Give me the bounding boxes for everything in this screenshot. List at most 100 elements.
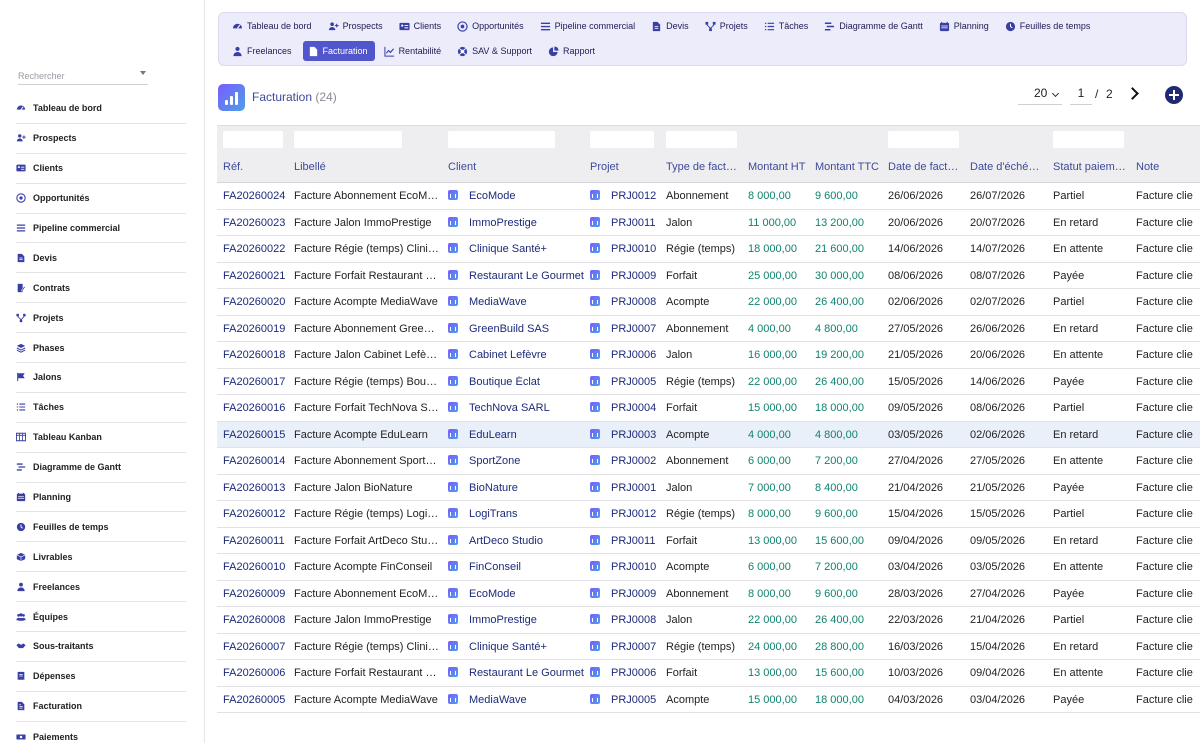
sidebar-item-planning[interactable]: Planning [16,483,186,513]
nav-tab-feuilles-de-temps[interactable]: Feuilles de temps [1000,16,1098,36]
sidebar-item-pipeline-commercial[interactable]: Pipeline commercial [16,214,186,244]
sidebar-item-facturation[interactable]: Facturation [16,692,186,722]
cell-ref[interactable]: FA20260017 [223,376,291,388]
filter-type[interactable] [666,131,737,148]
cell-ref[interactable]: FA20260013 [223,482,291,494]
table-row[interactable]: FA20260021 Facture Forfait Restaurant L… R… [217,263,1200,289]
filter-client[interactable] [448,131,555,148]
sidebar-item-feuilles-de-temps[interactable]: Feuilles de temps [16,512,186,543]
nav-tab-freelances[interactable]: Freelances [227,41,299,61]
sidebar-item-opportunites[interactable]: Opportunités [16,184,186,214]
nav-tab-prospects[interactable]: Prospects [323,16,390,36]
chevron-down-icon[interactable] [1051,89,1060,98]
nav-tab-rentabilite[interactable]: Rentabilité [379,41,449,61]
table-row[interactable]: FA20260005 Facture Acompte MediaWave Media… [217,687,1200,713]
sidebar-item-tableau-kanban[interactable]: Tableau Kanban [16,423,186,453]
sidebar-item-paiements[interactable]: Paiements [16,722,186,743]
cell-ref[interactable]: FA20260006 [223,667,291,679]
cell-ref[interactable]: FA20260009 [223,588,291,600]
cell-projet[interactable]: PRJ0008 [590,614,662,626]
page-number-input[interactable]: 1 [1070,86,1092,105]
nav-tab-facturation[interactable]: Facturation [302,41,375,61]
sidebar-item-taches[interactable]: Tâches [16,393,186,423]
table-row[interactable]: FA20260011 Facture Forfait ArtDeco Studio… [217,528,1200,554]
cell-projet[interactable]: PRJ0010 [590,561,662,573]
table-row[interactable]: FA20260018 Facture Jalon Cabinet Lefèvre C… [217,342,1200,369]
table-row[interactable]: FA20260020 Facture Acompte MediaWave Media… [217,289,1200,316]
cell-client[interactable]: FinConseil [448,561,588,573]
sidebar-item-prospects[interactable]: Prospects [16,124,186,154]
col-date-facture[interactable]: Date de fact… [888,161,959,173]
cell-client[interactable]: Boutique Éclat [448,375,588,388]
cell-projet[interactable]: PRJ0001 [590,481,662,494]
cell-client[interactable]: Restaurant Le Gourmet [448,269,588,282]
cell-client[interactable]: Clinique Santé+ [448,243,588,255]
table-row[interactable]: FA20260009 Facture Abonnement EcoM… EcoMod… [217,581,1200,607]
cell-ref[interactable]: FA20260023 [223,217,291,229]
nav-tab-devis[interactable]: Devis [646,16,696,36]
table-row[interactable]: FA20260010 Facture Acompte FinConseil FinC… [217,554,1200,581]
cell-ref[interactable]: FA20260015 [223,429,291,441]
table-row[interactable]: FA20260014 Facture Abonnement SportZ… Spor… [217,448,1200,475]
cell-client[interactable]: GreenBuild SAS [448,322,588,335]
cell-ref[interactable]: FA20260012 [223,508,291,520]
table-row[interactable]: FA20260012 Facture Régie (temps) Logi… Log… [217,501,1200,528]
col-type[interactable]: Type de fact… [666,161,737,173]
filter-statut[interactable] [1053,131,1124,148]
nav-tab-projets[interactable]: Projets [700,16,755,36]
sidebar-item-freelances[interactable]: Freelances [16,572,186,603]
sidebar-item-diagramme-de-gantt[interactable]: Diagramme de Gantt [16,453,186,483]
cell-ref[interactable]: FA20260024 [223,190,291,202]
cell-projet[interactable]: PRJ0012 [590,190,662,202]
add-invoice-button[interactable] [1165,86,1183,104]
nav-tab-tableau-de-bord[interactable]: Tableau de bord [227,16,319,36]
cell-client[interactable]: EduLearn [448,428,588,441]
cell-ref[interactable]: FA20260021 [223,270,291,282]
search-box[interactable] [18,66,148,85]
table-row[interactable]: FA20260016 Facture Forfait TechNova S… Tec… [217,395,1200,422]
cell-ref[interactable]: FA20260019 [223,323,291,335]
col-statut[interactable]: Statut paiem… [1053,161,1126,173]
cell-projet[interactable]: PRJ0006 [590,667,662,679]
cell-ref[interactable]: FA20260011 [223,535,291,547]
filter-projet[interactable] [590,131,654,148]
cell-client[interactable]: ArtDeco Studio [448,534,588,547]
col-montant-ht[interactable]: Montant HT [748,161,806,173]
next-page-button[interactable] [1128,87,1140,101]
col-note[interactable]: Note [1136,161,1160,173]
cell-projet[interactable]: PRJ0002 [590,455,662,467]
table-row[interactable]: FA20260024 Facture Abonnement EcoM… EcoMod… [217,183,1200,210]
nav-tab-pipeline-commercial[interactable]: Pipeline commercial [535,16,643,36]
cell-client[interactable]: Clinique Santé+ [448,640,588,653]
table-row[interactable]: FA20260015 Facture Acompte EduLearn EduLea… [217,421,1200,448]
cell-client[interactable]: EcoMode [448,587,588,600]
sidebar-item-phases[interactable]: Phases [16,333,186,364]
table-row[interactable]: FA20260013 Facture Jalon BioNature BioNatu… [217,475,1200,501]
cell-projet[interactable]: PRJ0008 [590,296,662,308]
cell-projet[interactable]: PRJ0009 [590,269,662,282]
cell-client[interactable]: MediaWave [448,296,588,308]
cell-client[interactable]: LogiTrans [448,508,588,520]
col-ref[interactable]: Réf. [223,161,244,173]
cell-projet[interactable]: PRJ0007 [590,640,662,653]
filter-date-facture[interactable] [888,131,959,148]
cell-projet[interactable]: PRJ0007 [590,322,662,335]
table-row[interactable]: FA20260007 Facture Régie (temps) Clini… Cl… [217,634,1200,660]
col-date-echeance[interactable]: Date d'éché… [970,161,1040,173]
cell-ref[interactable]: FA20260016 [223,402,291,414]
col-montant-ttc[interactable]: Montant TTC [815,161,879,173]
nav-tab-taches[interactable]: Tâches [759,16,816,36]
col-client[interactable]: Client [448,161,477,173]
cell-ref[interactable]: FA20260022 [223,243,291,255]
cell-client[interactable]: ImmoPrestige [448,216,588,229]
cell-client[interactable]: MediaWave [448,693,588,706]
nav-tab-sav-support[interactable]: SAV & Support [452,41,539,61]
cell-projet[interactable]: PRJ0005 [590,693,662,706]
sidebar-item-jalons[interactable]: Jalons [16,363,186,393]
cell-client[interactable]: Cabinet Lefèvre [448,349,588,361]
table-row[interactable]: FA20260022 Facture Régie (temps) Clini… Cl… [217,236,1200,263]
cell-client[interactable]: SportZone [448,455,588,467]
sidebar-item-devis[interactable]: Devis [16,243,186,274]
cell-ref[interactable]: FA20260020 [223,296,291,308]
sidebar-item-clients[interactable]: Clients [16,154,186,184]
